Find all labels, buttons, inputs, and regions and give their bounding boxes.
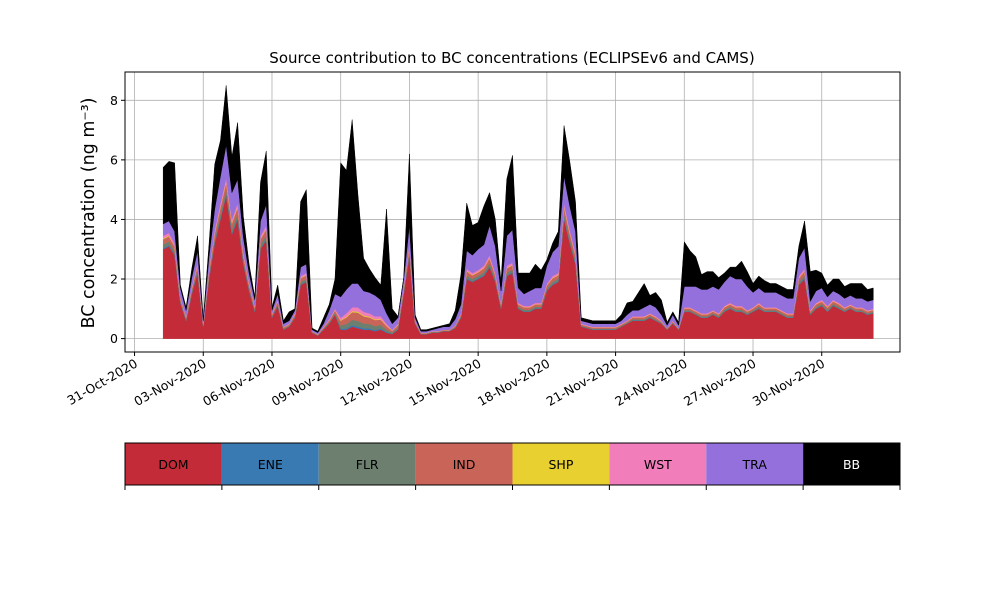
x-tick-label: 09-Nov-2020 — [269, 356, 347, 409]
x-tick-label: 12-Nov-2020 — [337, 356, 415, 409]
x-tick-label: 21-Nov-2020 — [544, 356, 622, 409]
color-bar-legend: DOM ENE FLR IND SHP WST TRA BB — [124, 442, 901, 490]
y-axis-label: BC concentration (ng m⁻³) — [79, 98, 99, 329]
legend-swatch-flr — [318, 443, 416, 485]
x-tick-label: 24-Nov-2020 — [612, 356, 690, 409]
legend-label-wst: WST — [644, 457, 672, 472]
legend-swatch-tra — [706, 443, 804, 485]
series-area-bb — [162, 85, 874, 333]
stacked-area-series — [162, 85, 874, 339]
x-tick-label: 30-Nov-2020 — [750, 356, 828, 409]
legend-label-dom: DOM — [158, 457, 188, 472]
x-tick-label: 06-Nov-2020 — [200, 356, 278, 409]
legend-label-flr: FLR — [356, 457, 379, 472]
legend-swatch-shp — [512, 443, 610, 485]
x-tick-label: 31-Oct-2020 — [64, 356, 140, 408]
y-tick-label: 2 — [110, 272, 118, 287]
y-tick-label: 6 — [110, 152, 118, 167]
y-tick-label: 8 — [110, 93, 118, 108]
legend-label-ene: ENE — [258, 457, 283, 472]
x-tick-label: 27-Nov-2020 — [681, 356, 759, 409]
legend-swatch-bb — [803, 443, 900, 485]
legend-swatch-ind — [415, 443, 513, 485]
legend-swatch-ene — [221, 443, 319, 485]
x-tick-label: 03-Nov-2020 — [131, 356, 209, 409]
legend-label-shp: SHP — [549, 457, 574, 472]
legend-swatch-dom — [125, 443, 222, 485]
legend-label-tra: TRA — [742, 457, 768, 472]
y-tick-label: 4 — [110, 212, 118, 227]
y-tick-label: 0 — [110, 331, 118, 346]
legend-label-bb: BB — [843, 457, 860, 472]
legend-swatch-wst — [609, 443, 707, 485]
x-tick-label: 15-Nov-2020 — [406, 356, 484, 409]
legend-label-ind: IND — [453, 457, 476, 472]
chart-title: Source contribution to BC concentrations… — [269, 49, 754, 67]
x-tick-label: 18-Nov-2020 — [475, 356, 553, 409]
plot-frame — [124, 71, 901, 353]
